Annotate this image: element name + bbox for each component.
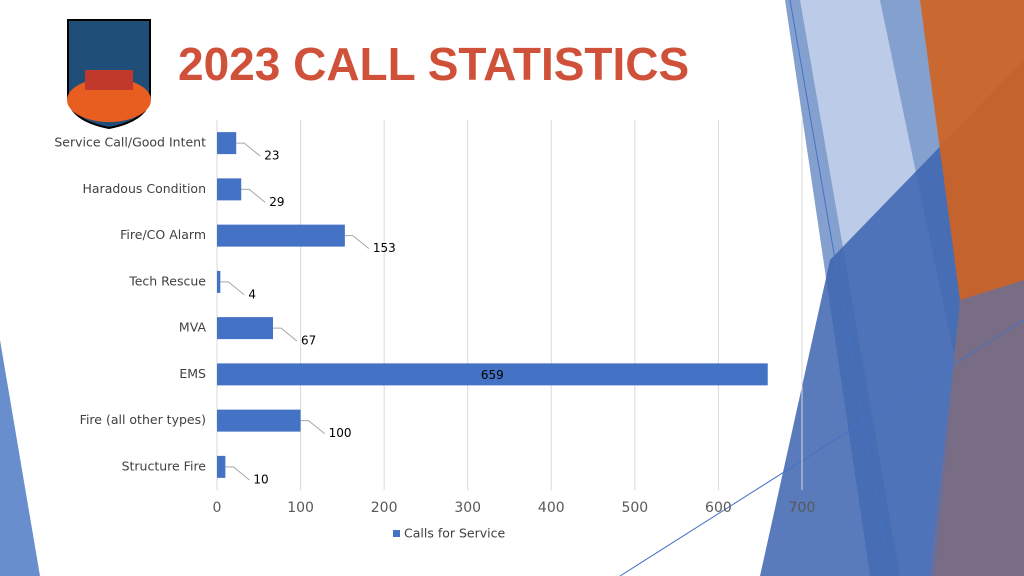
chart-title: 2023 CALL STATISTICS	[178, 38, 689, 90]
y-tick-label: MVA	[179, 320, 207, 335]
y-tick-label: Fire/CO Alarm	[120, 227, 206, 242]
y-tick-label: Service Call/Good Intent	[54, 135, 206, 150]
y-tick-label: Fire (all other types)	[80, 412, 206, 427]
x-tick-label: 100	[287, 500, 314, 516]
x-tick-label: 600	[705, 500, 732, 516]
leader-line	[241, 188, 266, 203]
x-tick-label: 500	[621, 500, 648, 516]
bar	[217, 409, 301, 432]
bar	[217, 132, 237, 155]
data-label: 10	[253, 472, 268, 486]
x-tick-label: 300	[454, 500, 481, 516]
bar	[217, 455, 226, 478]
leader-line	[272, 327, 298, 342]
leader-line	[220, 281, 245, 296]
legend-swatch	[393, 530, 400, 537]
data-label: 100	[329, 426, 352, 440]
data-label: 29	[269, 195, 284, 209]
x-tick-label: 200	[371, 500, 398, 516]
leader-line	[236, 142, 261, 157]
bar	[217, 317, 273, 340]
leader-line	[225, 466, 250, 481]
x-tick-label: 700	[789, 500, 816, 516]
data-label: 659	[481, 368, 504, 382]
x-tick-label: 400	[538, 500, 565, 516]
bar	[217, 363, 768, 386]
data-label: 153	[373, 241, 396, 255]
legend-label: Calls for Service	[404, 526, 505, 541]
logo	[67, 19, 151, 130]
leader-line	[300, 420, 325, 435]
y-tick-label: Tech Rescue	[128, 273, 206, 288]
leader-line	[344, 235, 370, 250]
y-tick-label: Haradous Condition	[83, 181, 207, 196]
bar	[217, 224, 345, 247]
bar	[217, 270, 221, 293]
data-label: 4	[248, 287, 256, 301]
x-tick-label: 0	[213, 500, 222, 516]
data-label: 67	[301, 334, 316, 348]
bar	[217, 178, 242, 201]
y-tick-label: EMS	[179, 366, 206, 381]
y-tick-label: Structure Fire	[122, 458, 207, 473]
data-label: 23	[264, 149, 279, 163]
